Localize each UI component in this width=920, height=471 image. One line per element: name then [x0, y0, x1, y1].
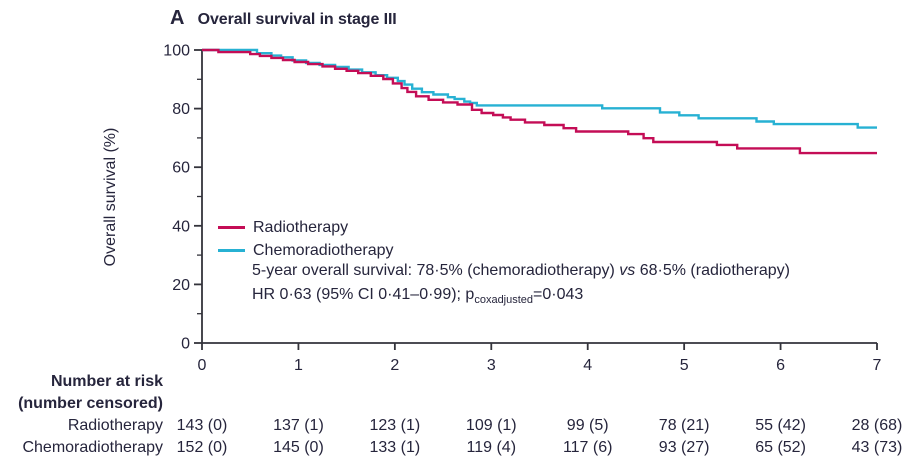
risk-value: 55 (42)	[755, 417, 806, 434]
x-tick-label: 5	[680, 357, 689, 374]
risk-header-line2: (number censored)	[18, 395, 163, 412]
risk-value: 28 (68)	[851, 417, 903, 434]
x-tick-label: 0	[198, 357, 207, 374]
risk-value: 123 (1)	[369, 417, 421, 434]
risk-value: 152 (0)	[176, 439, 228, 456]
legend-item-radiotherapy: Radiotherapy	[218, 216, 394, 239]
y-tick-label: 100	[163, 43, 190, 60]
survival-curve-radiotherapy	[202, 48, 877, 155]
annotation-line-survival: 5-year overall survival: 78·5% (chemorad…	[252, 262, 791, 279]
risk-value: 145 (0)	[273, 439, 324, 456]
risk-header-line1: Number at risk	[50, 373, 163, 390]
annotation-block: 5-year overall survival: 78·5% (chemorad…	[252, 259, 790, 312]
legend-label: Radiotherapy	[253, 218, 349, 236]
x-tick-label: 2	[390, 357, 399, 374]
risk-value: 43 (73)	[851, 439, 903, 456]
risk-value: 117 (6)	[562, 439, 613, 456]
y-tick-label: 40	[172, 218, 190, 235]
figure-title: Overall survival in stage III	[197, 11, 397, 28]
x-tick-label: 1	[294, 357, 303, 374]
y-tick-label: 20	[172, 277, 190, 294]
x-tick-label: 7	[873, 357, 882, 374]
risk-value: 137 (1)	[273, 417, 324, 434]
y-tick-label: 80	[172, 101, 190, 118]
chemoradiotherapy-line-swatch	[218, 249, 245, 252]
risk-row-label-chemoradiotherapy: Chemoradiotherapy	[22, 439, 163, 456]
legend: Radiotherapy Chemoradiotherapy	[218, 216, 394, 262]
annotation-line-hr: HR 0·63 (95% CI 0·41–0·99); pcoxadjusted…	[252, 285, 584, 306]
y-tick-label: 0	[181, 336, 190, 353]
vs-italic: vs	[619, 262, 636, 279]
risk-value: 133 (1)	[369, 439, 421, 456]
risk-value: 93 (27)	[658, 439, 710, 456]
risk-value: 109 (1)	[465, 417, 517, 434]
x-tick-label: 4	[583, 357, 592, 374]
p-subscript: coxadjusted	[474, 293, 534, 306]
x-tick-label: 6	[776, 357, 785, 374]
risk-value: 119 (4)	[466, 439, 517, 456]
risk-value: 99 (5)	[566, 417, 609, 434]
panel-label: A	[170, 7, 185, 29]
risk-value: 65 (52)	[755, 439, 806, 456]
legend-item-chemoradiotherapy: Chemoradiotherapy	[218, 239, 394, 262]
legend-label: Chemoradiotherapy	[253, 241, 394, 259]
radiotherapy-line-swatch	[218, 226, 245, 229]
risk-row-label-radiotherapy: Radiotherapy	[67, 417, 163, 434]
risk-value: 143 (0)	[176, 417, 228, 434]
risk-value: 78 (21)	[658, 417, 710, 434]
risk-table-header: Number at risk (number censored)	[0, 371, 163, 415]
y-tick-label: 60	[172, 160, 190, 177]
x-tick-label: 3	[487, 357, 496, 374]
figure-title-row: A Overall survival in stage III	[170, 7, 397, 30]
